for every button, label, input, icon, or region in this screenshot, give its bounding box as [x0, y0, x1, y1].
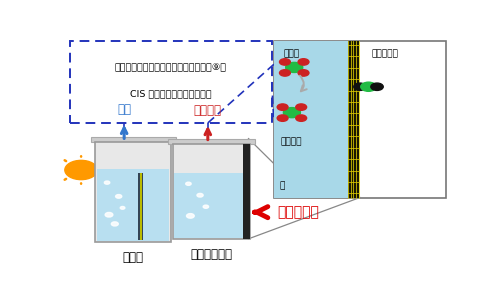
Circle shape: [197, 193, 203, 197]
Text: 半導体光触媒とソーラーフロンティア⑨製: 半導体光触媒とソーラーフロンティア⑨製: [115, 63, 227, 72]
Text: 酸素: 酸素: [117, 103, 131, 116]
Circle shape: [277, 115, 288, 121]
Text: メタン: メタン: [284, 49, 300, 58]
Circle shape: [296, 104, 306, 110]
Bar: [96, 142, 171, 242]
Bar: [168, 139, 255, 144]
Circle shape: [361, 82, 376, 91]
Text: 二酸化炭素: 二酸化炭素: [278, 205, 320, 219]
Bar: [91, 137, 176, 142]
Text: 光陽極: 光陽極: [122, 252, 144, 264]
Bar: [70, 41, 272, 123]
Bar: [138, 173, 143, 240]
Text: CIS 薄膜太陽電池の積層構造: CIS 薄膜太陽電池の積層構造: [130, 89, 212, 98]
Text: 炭化水素: 炭化水素: [194, 104, 222, 117]
Bar: [97, 170, 170, 241]
Circle shape: [371, 83, 383, 90]
Bar: [274, 41, 446, 198]
Circle shape: [186, 214, 194, 218]
Bar: [348, 41, 359, 198]
Circle shape: [120, 207, 125, 209]
Text: エチレン: エチレン: [280, 137, 302, 146]
Text: 二酸化炭素: 二酸化炭素: [372, 49, 399, 58]
Circle shape: [277, 104, 288, 110]
Circle shape: [286, 62, 303, 72]
Circle shape: [280, 59, 290, 65]
Circle shape: [104, 181, 110, 184]
Bar: [174, 173, 249, 238]
Bar: [244, 144, 250, 239]
Circle shape: [298, 59, 309, 65]
Bar: [274, 41, 353, 198]
Circle shape: [105, 212, 113, 217]
Text: 水: 水: [280, 181, 285, 190]
Text: ガス拡散電極: ガス拡散電極: [190, 248, 232, 261]
Circle shape: [186, 182, 191, 185]
Circle shape: [203, 205, 208, 208]
Circle shape: [280, 70, 290, 76]
Circle shape: [298, 70, 309, 76]
Bar: [140, 173, 142, 240]
Circle shape: [112, 222, 118, 226]
Bar: [173, 144, 250, 239]
Circle shape: [116, 195, 122, 198]
Circle shape: [284, 108, 300, 118]
Circle shape: [354, 83, 366, 90]
Circle shape: [296, 115, 306, 121]
Circle shape: [65, 160, 98, 180]
